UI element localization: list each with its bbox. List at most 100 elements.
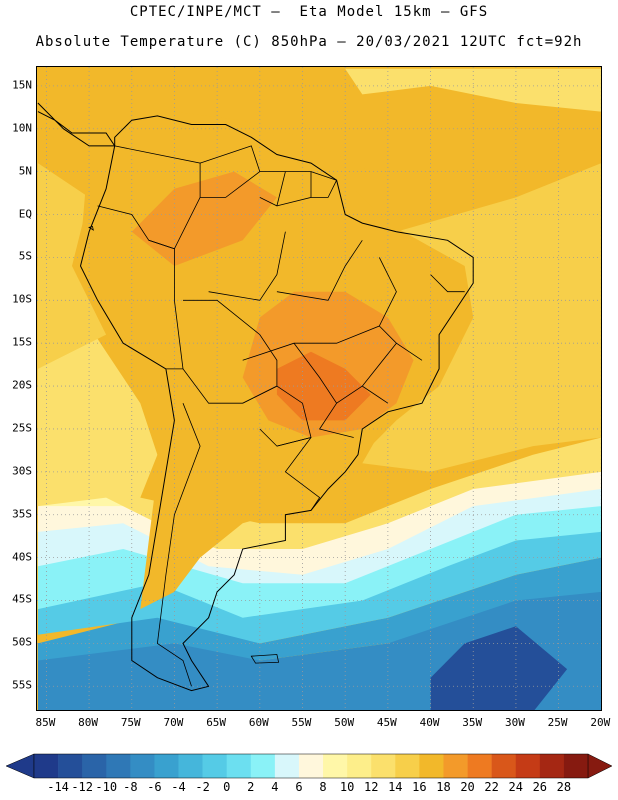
colorbar-swatch [491,754,517,778]
colorbar-swatch [515,754,541,778]
lon-tick-label: 85W [35,716,56,729]
political-border [284,437,321,511]
colorbar-tick-label: -12 [71,780,94,794]
political-border [182,299,278,404]
lat-tick-label: 5N [18,164,32,178]
colorbar-swatch [419,754,444,778]
lat-tick-label: 10S [12,292,32,306]
lon-tick-label: 50W [334,716,355,729]
lon-tick-label: 40W [419,716,440,729]
colorbar-swatch [34,754,59,778]
lon-tick-label: 30W [504,716,525,729]
island-outline [88,226,94,231]
temp-region-hot-core [276,351,371,421]
temp-region-cold-south-2 [37,557,601,661]
political-border [430,274,465,293]
colorbar-swatch [467,754,492,778]
political-border [276,437,312,447]
political-border [310,171,338,198]
colorbar-tick-label: 28 [556,780,572,794]
colorbar-tick-label: -8 [123,780,138,794]
lat-tick-label: 55S [12,678,32,692]
lon-tick-label: 25W [547,716,568,729]
central-america-coastline [37,102,116,147]
temp-region-caribbean-yellow [345,68,601,112]
colorbar-tick-label: 6 [295,780,303,794]
colorbar-tick-label: 8 [319,780,327,794]
temp-region-amazon-hot [131,171,277,266]
temp-region-cyan-band [37,523,601,644]
lat-tick-label: 45S [12,592,32,606]
political-border [148,239,184,370]
colorbar-tick-label: -6 [147,780,162,794]
colorbar-swatch [371,754,396,778]
political-border [156,403,201,687]
colorbar-tick-label: -2 [195,780,210,794]
chart-title-line-1: CPTEC/INPE/MCT – Eta Model 15km – GFS [129,4,489,20]
political-border [361,342,397,404]
colorbar-swatch [539,754,565,778]
lat-tick-label: 40S [12,550,32,564]
political-border [199,145,261,198]
temperature-map [36,66,602,711]
colorbar-tick-label: -14 [47,780,69,794]
colorbar-swatch [154,754,179,778]
colorbar-swatch [226,754,252,778]
colorbar-swatch [178,754,203,778]
colorbar-swatch [250,754,276,778]
lat-tick-label: 15N [12,78,32,92]
lon-tick-label: 55W [291,716,312,729]
lat-tick-label: 15S [12,335,32,349]
lon-tick-label: 75W [120,716,141,729]
political-border [259,171,286,207]
colorbar-tick-label: 4 [271,780,279,794]
lon-tick-label: 35W [462,716,483,729]
colorbar-tick-label: 22 [484,780,499,794]
lat-tick-label: 10N [12,121,32,135]
lat-tick-label: 20S [12,378,32,392]
lon-tick-label: 70W [163,716,184,729]
political-border [208,231,286,301]
colorbar-tick-label: 2 [247,780,255,794]
colorbar-tick-label: -4 [171,780,186,794]
colorbar-swatch [395,754,420,778]
colorbar-tick-label: 12 [363,780,379,794]
colorbar-swatch [298,754,324,778]
political-border [242,385,312,447]
lat-tick-label: 5S [18,249,32,263]
colorbar [5,753,613,779]
colorbar-swatch [58,754,83,778]
colorbar-swatch [82,754,107,778]
temperature-regions [37,68,601,710]
lat-tick-label: 35S [12,507,32,521]
colorbar-tick-label: 10 [339,780,355,794]
colorbar-low-arrow [5,753,35,779]
colorbar-swatch [202,754,227,778]
lon-tick-label: 65W [206,716,227,729]
political-border [97,145,201,250]
colorbar-outline [33,753,589,779]
coastlines [37,102,474,692]
island-outline [250,654,280,664]
colorbar-swatch [347,754,372,778]
colorbar-tick-label: 16 [412,780,427,794]
colorbar-tick-label: -10 [95,780,118,794]
lon-tick-label: 60W [248,716,269,729]
colorbar-tick-label: 0 [223,780,231,794]
lat-tick-label: 30S [12,464,32,478]
colorbar-swatch [130,754,155,778]
colorbar-tick-label: 26 [532,780,548,794]
colorbar-swatch [443,754,468,778]
temp-region-deep-cold-core [430,626,568,710]
political-border [293,342,363,404]
lon-tick-label: 80W [78,716,98,729]
temp-region-pacific-warm [37,163,107,369]
political-border [318,402,354,438]
colorbar-swatch [106,754,131,778]
south-america-coastline [79,115,474,692]
temp-region-light-cyan-band [37,497,601,618]
colorbar-high-arrow [587,753,613,779]
colorbar-tick-label: 18 [436,780,451,794]
colorbar-tick-label: 24 [508,780,523,794]
map-canvas [37,67,601,710]
